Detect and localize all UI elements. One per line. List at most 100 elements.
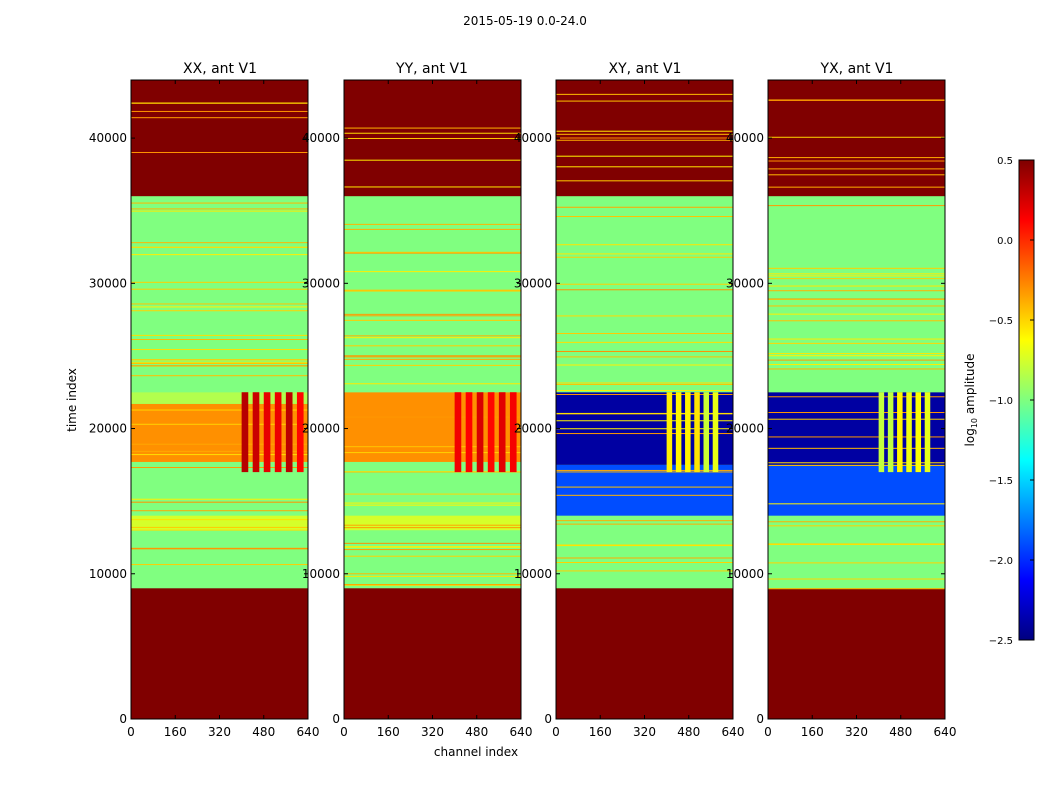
- panel-title: YX, ant V1: [820, 61, 894, 77]
- flag-line: [131, 498, 308, 500]
- flag-line: [344, 132, 521, 134]
- panel-title: XX, ant V1: [183, 61, 257, 77]
- figure-title: 2015-05-19 0.0-24.0: [463, 14, 587, 28]
- rfi-column: [509, 392, 517, 473]
- flag-line: [556, 283, 733, 285]
- flag-line: [344, 223, 521, 225]
- y-tick-label: 0: [119, 712, 127, 726]
- flag-line: [768, 462, 945, 464]
- heatmap-band: [768, 196, 945, 393]
- y-tick-label: 10000: [514, 567, 552, 581]
- flag-line: [131, 281, 308, 283]
- flag-line: [344, 452, 521, 454]
- flag-line: [768, 99, 945, 101]
- flag-line: [768, 285, 945, 287]
- flag-line: [556, 216, 733, 218]
- x-tick-label: 0: [764, 725, 772, 739]
- flag-line: [131, 202, 308, 204]
- flag-line: [556, 139, 733, 141]
- flag-line: [556, 356, 733, 358]
- flag-line: [768, 338, 945, 340]
- flag-line: [344, 335, 521, 337]
- flag-line: [131, 102, 308, 104]
- flag-line: [344, 159, 521, 161]
- rfi-column: [487, 392, 495, 473]
- flag-line: [556, 130, 733, 132]
- flag-line: [131, 547, 308, 549]
- y-tick-label: 10000: [302, 567, 340, 581]
- flag-line: [768, 275, 945, 277]
- rfi-column: [685, 392, 691, 473]
- rfi-column: [296, 392, 304, 473]
- flag-line: [556, 206, 733, 208]
- flag-line: [131, 365, 308, 367]
- flag-line: [768, 342, 945, 344]
- flag-line: [131, 310, 308, 312]
- flag-line: [768, 305, 945, 307]
- flag-line: [556, 570, 733, 572]
- rfi-column: [897, 392, 903, 473]
- flag-line: [131, 519, 308, 521]
- flag-line: [768, 418, 945, 420]
- flag-line: [131, 151, 308, 153]
- x-tick-label: 640: [722, 725, 745, 739]
- colorbar-tick-label: 0.0: [997, 236, 1013, 247]
- flag-line: [344, 524, 521, 526]
- flag-line: [556, 562, 733, 564]
- flag-line: [768, 543, 945, 545]
- colorbar-tick-label: −2.0: [989, 556, 1013, 567]
- rfi-column: [703, 392, 710, 473]
- flag-line: [556, 433, 733, 435]
- rfi-column: [498, 392, 506, 473]
- x-tick-label: 0: [340, 725, 348, 739]
- flag-line: [556, 469, 733, 471]
- flag-line: [556, 289, 733, 291]
- flag-line: [344, 546, 521, 548]
- x-tick-label: 480: [465, 725, 488, 739]
- colorbar-label-sub: 10: [970, 418, 979, 428]
- flag-line: [344, 252, 521, 254]
- flag-line: [556, 393, 733, 395]
- flag-line: [344, 471, 521, 473]
- flag-line: [131, 339, 308, 341]
- flag-line: [131, 349, 308, 351]
- flag-line: [556, 155, 733, 157]
- flag-line: [344, 364, 521, 366]
- flag-line: [556, 180, 733, 182]
- x-tick-label: 0: [127, 725, 135, 739]
- flag-line: [556, 428, 733, 430]
- flag-line: [556, 315, 733, 317]
- flag-line: [768, 503, 945, 505]
- flag-line: [131, 510, 308, 512]
- flag-line: [768, 174, 945, 176]
- flag-line: [131, 303, 308, 305]
- flag-line: [556, 420, 733, 422]
- flag-line: [131, 117, 308, 119]
- rfi-column: [274, 392, 282, 473]
- flag-line: [131, 208, 308, 210]
- flag-line: [556, 557, 733, 559]
- flag-line: [768, 168, 945, 170]
- colorbar-tick-label: −1.0: [989, 396, 1013, 407]
- y-tick-label: 40000: [302, 131, 340, 145]
- heatmap-band: [768, 80, 945, 197]
- flag-line: [131, 361, 308, 363]
- flag-line: [131, 423, 308, 425]
- flag-line: [131, 110, 308, 112]
- flag-line: [768, 278, 945, 280]
- y-tick-label: 20000: [514, 422, 552, 436]
- flag-line: [344, 137, 521, 139]
- flag-line: [344, 493, 521, 495]
- y-tick-label: 10000: [726, 567, 764, 581]
- flag-line: [556, 100, 733, 102]
- flag-line: [556, 544, 733, 546]
- flag-line: [131, 466, 308, 468]
- flag-line: [131, 246, 308, 248]
- flag-line: [344, 313, 521, 315]
- y-tick-label: 40000: [89, 131, 127, 145]
- heatmap-band: [344, 588, 521, 719]
- rfi-column: [906, 392, 912, 473]
- flag-line: [768, 464, 945, 466]
- rfi-column: [694, 392, 700, 473]
- y-tick-label: 30000: [302, 276, 340, 290]
